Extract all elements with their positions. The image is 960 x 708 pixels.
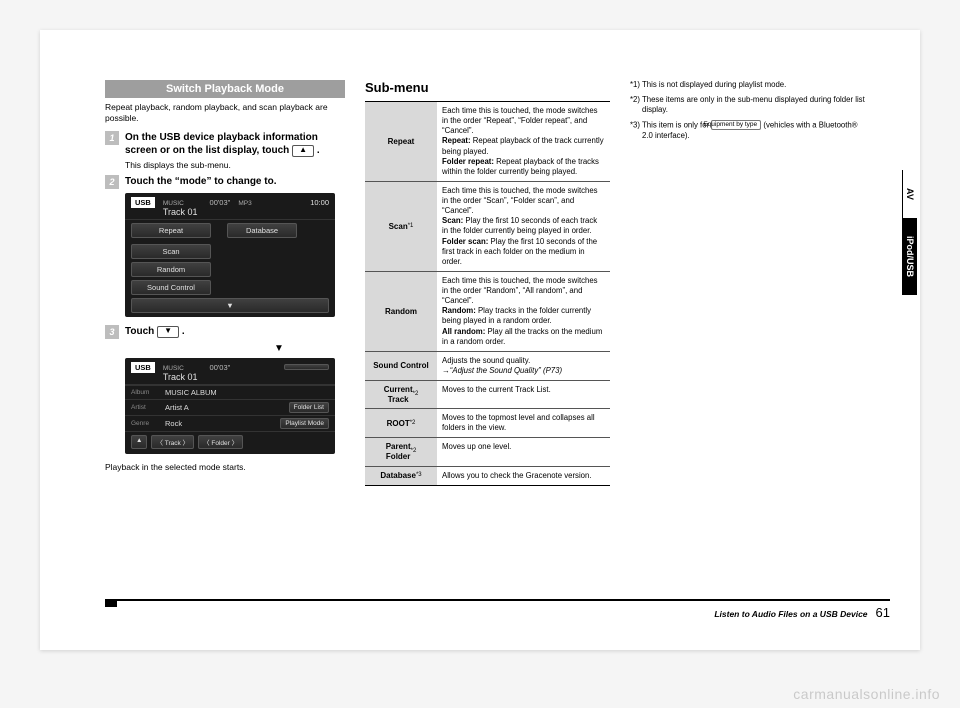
footnote-2: *2) These items are only in the sub-menu…: [630, 95, 865, 116]
table-row: RandomEach time this is touched, the mod…: [365, 272, 610, 352]
sound-control-menu-button[interactable]: Sound Control: [131, 280, 211, 295]
step-1-note: This displays the sub-menu.: [125, 160, 345, 171]
down-menu-button[interactable]: ▼: [131, 298, 329, 313]
page-number: 61: [876, 605, 890, 620]
table-header-cell: Database*3: [365, 467, 437, 485]
up-triangle-button-icon: ▲: [292, 145, 314, 157]
random-menu-button[interactable]: Random: [131, 262, 211, 277]
step-1-body: On the USB device playback information s…: [125, 131, 345, 171]
repeat-menu-button[interactable]: Repeat: [131, 223, 211, 238]
database-menu-button[interactable]: Database: [227, 223, 297, 238]
artist-row: Artist Artist A Folder List: [125, 399, 335, 415]
page-footer: Listen to Audio Files on a USB Device 61: [105, 599, 890, 620]
step-3-body: Touch ▼ .: [125, 325, 185, 339]
genre-label: Genre: [131, 420, 159, 427]
table-header-cell: Random: [365, 272, 437, 351]
table-header-cell: ROOT*2: [365, 409, 437, 437]
submenu-title: Sub-menu: [365, 80, 610, 95]
folder-nav-button[interactable]: 〈 Folder 〉: [198, 435, 243, 449]
table-header-cell: Sound Control: [365, 352, 437, 380]
elapsed-time-2: 00'03": [210, 363, 231, 372]
track-name-2: Track 01: [163, 372, 198, 382]
album-value: MUSIC ALBUM: [165, 388, 329, 397]
flow-arrow-icon: ▼: [213, 343, 345, 354]
step-1-text: On the USB device playback information s…: [125, 132, 318, 157]
footnote-3: *3) This item is only for Equipment by t…: [630, 120, 865, 141]
clock: 10:00: [310, 198, 329, 207]
tab-ipod-usb: iPod/USB: [902, 218, 917, 295]
step-number-2: 2: [105, 175, 119, 189]
progress-indicator: [284, 364, 329, 370]
table-data-cell: Adjusts the sound quality.→“Adjust the S…: [437, 352, 610, 380]
artist-value: Artist A: [165, 403, 283, 412]
step-1: 1 On the USB device playback information…: [105, 131, 345, 171]
equipment-chip: Equipment by type: [711, 120, 761, 131]
scan-menu-button[interactable]: Scan: [131, 244, 211, 259]
table-data-cell: Each time this is touched, the mode swit…: [437, 272, 610, 351]
step-3: 3 Touch ▼ .: [105, 325, 345, 339]
usb-badge: USB: [131, 197, 155, 208]
content-columns: Switch Playback Mode Repeat playback, ra…: [105, 80, 885, 486]
middle-column: Sub-menu RepeatEach time this is touched…: [365, 80, 610, 486]
table-header-cell: CurrentTrack*2: [365, 381, 437, 408]
right-column: *1) This is not displayed during playlis…: [630, 80, 865, 486]
footnote-1: *1) This is not displayed during playlis…: [630, 80, 865, 91]
submenu-table: RepeatEach time this is touched, the mod…: [365, 101, 610, 486]
side-tabs: AV iPod/USB: [902, 170, 920, 295]
step-number-1: 1: [105, 131, 119, 145]
left-column: Switch Playback Mode Repeat playback, ra…: [105, 80, 345, 486]
step-number-3: 3: [105, 325, 119, 339]
screen1-header: USB MUSIC Track 01 00'03" MP3 10:00: [125, 193, 335, 220]
album-label: Album: [131, 389, 159, 396]
table-header-cell: ParentFolder*2: [365, 438, 437, 465]
table-row: ROOT*2Moves to the topmost level and col…: [365, 409, 610, 438]
step-2: 2 Touch the “mode” to change to.: [105, 175, 345, 189]
screen2-header: USB MUSIC Track 01 00'03": [125, 358, 335, 385]
tab-av: AV: [902, 170, 917, 218]
step-3-text-b: .: [182, 326, 185, 337]
elapsed-time: 00'03": [210, 198, 231, 207]
table-row: Scan*1Each time this is touched, the mod…: [365, 182, 610, 272]
artist-label: Artist: [131, 404, 159, 411]
watermark: carmanualsonline.info: [793, 686, 940, 702]
table-row: ParentFolder*2Moves up one level.: [365, 438, 610, 466]
footer-stub: [105, 601, 117, 607]
step-3-text-a: Touch: [125, 326, 157, 337]
usb-badge-2: USB: [131, 362, 155, 373]
screen-mock-2: USB MUSIC Track 01 00'03" Album MUSIC AL…: [125, 358, 335, 454]
table-header-cell: Scan*1: [365, 182, 437, 271]
screen2-bottom-bar: ▲ 〈 Track 〉 〈 Folder 〉: [125, 431, 335, 452]
table-row: Sound ControlAdjusts the sound quality.→…: [365, 352, 610, 381]
table-row: CurrentTrack*2Moves to the current Track…: [365, 381, 610, 409]
up-button[interactable]: ▲: [131, 435, 147, 449]
album-row: Album MUSIC ALBUM: [125, 385, 335, 399]
music-label: MUSIC: [163, 200, 198, 207]
table-row: RepeatEach time this is touched, the mod…: [365, 102, 610, 182]
table-data-cell: Allows you to check the Gracenote versio…: [437, 467, 610, 485]
table-data-cell: Each time this is touched, the mode swit…: [437, 102, 610, 181]
manual-page: Switch Playback Mode Repeat playback, ra…: [40, 30, 920, 650]
intro-text: Repeat playback, random playback, and sc…: [105, 102, 345, 125]
folder-list-button[interactable]: Folder List: [289, 402, 329, 413]
track-name: Track 01: [163, 207, 198, 217]
table-data-cell: Each time this is touched, the mode swit…: [437, 182, 610, 271]
playback-note: Playback in the selected mode starts.: [105, 462, 345, 473]
track-nav-button[interactable]: 〈 Track 〉: [151, 435, 194, 449]
genre-row: Genre Rock Playlist Mode: [125, 415, 335, 431]
table-row: Database*3Allows you to check the Gracen…: [365, 467, 610, 485]
section-title: Switch Playback Mode: [105, 80, 345, 98]
down-triangle-button-icon: ▼: [157, 326, 179, 338]
footnote-3a: *3) This item is only for: [630, 120, 711, 129]
footer-title: Listen to Audio Files on a USB Device: [714, 609, 867, 619]
table-data-cell: Moves up one level.: [437, 438, 610, 465]
genre-value: Rock: [165, 419, 274, 428]
table-header-cell: Repeat: [365, 102, 437, 181]
playlist-mode-button[interactable]: Playlist Mode: [280, 418, 329, 429]
table-data-cell: Moves to the current Track List.: [437, 381, 610, 408]
table-data-cell: Moves to the topmost level and collapses…: [437, 409, 610, 437]
step-2-body: Touch the “mode” to change to.: [125, 175, 276, 189]
screen-mock-1: USB MUSIC Track 01 00'03" MP3 10:00 Repe…: [125, 193, 335, 317]
music-label-2: MUSIC: [163, 365, 198, 372]
format-label: MP3: [238, 200, 251, 207]
